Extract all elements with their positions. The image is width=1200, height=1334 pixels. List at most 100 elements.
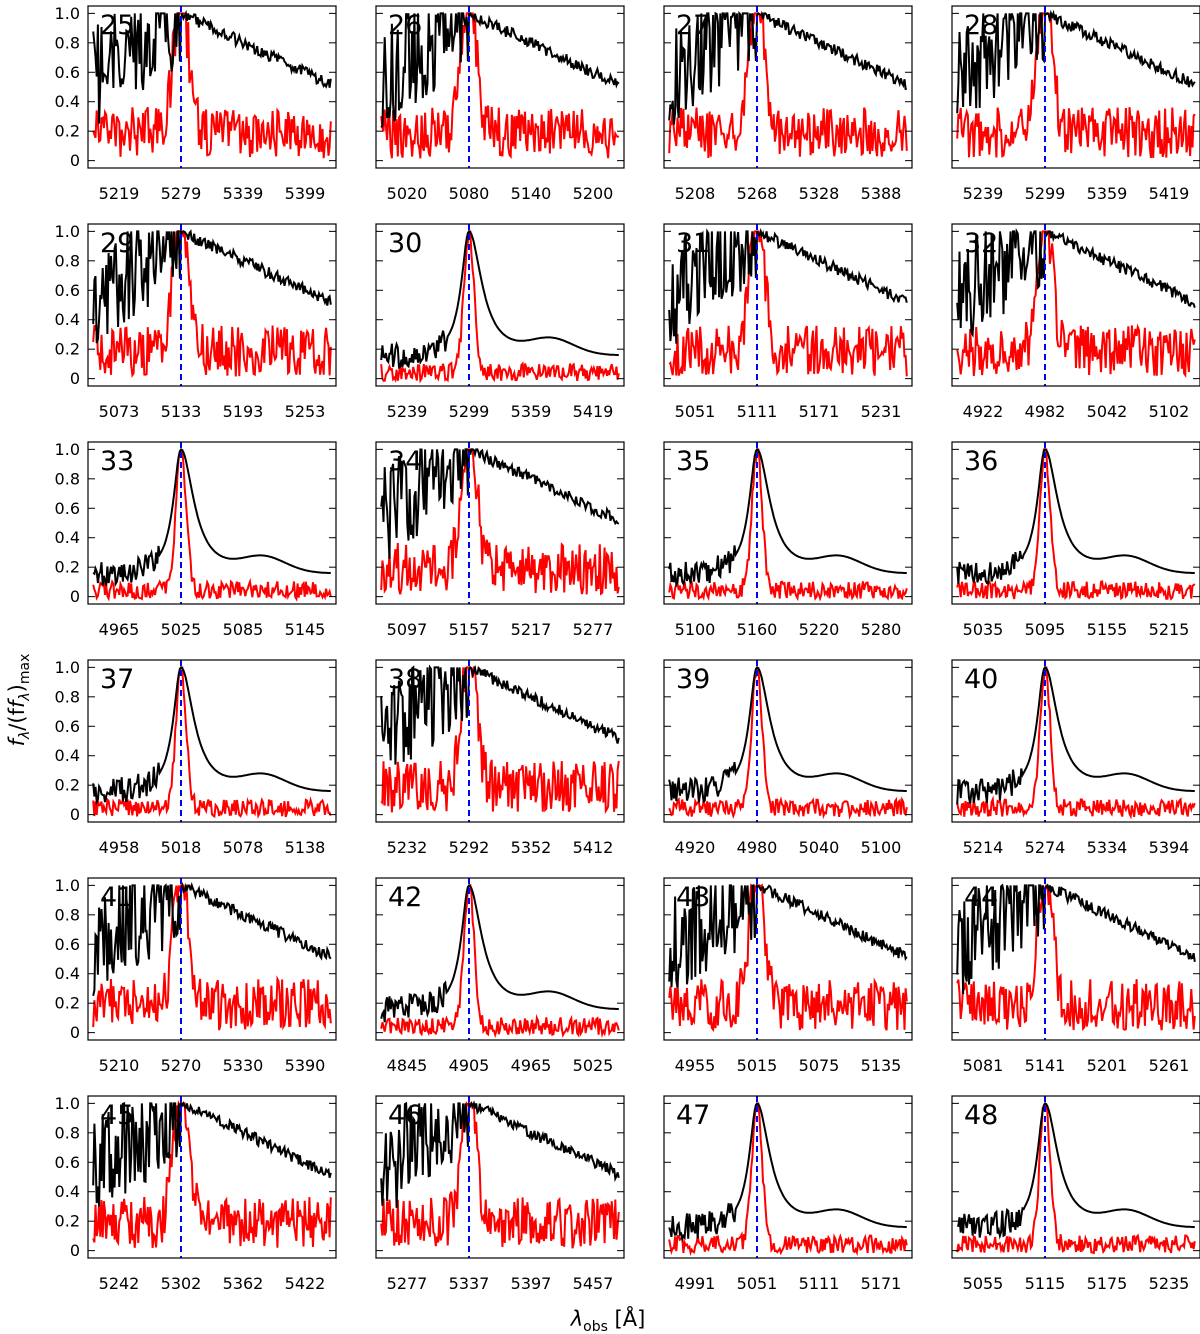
black-spectrum-47 [668, 1102, 907, 1243]
panel-frame-42 [375, 877, 625, 1041]
panel-38: 5232 5292 5352 5412 38 [375, 659, 625, 857]
xtick-label: 5135 [861, 1056, 902, 1075]
red-spectrum-45 [92, 1099, 332, 1248]
panel-frame-44 [951, 877, 1200, 1041]
xtick-label: 5160 [737, 620, 778, 639]
panel-frame-43 [663, 877, 913, 1041]
black-spectrum-41 [92, 881, 332, 997]
xtick-label: 5394 [1149, 838, 1190, 857]
black-spectrum-37 [92, 666, 331, 806]
xtick-label: 5457 [573, 1274, 614, 1293]
xtick-label: 5419 [1149, 184, 1190, 203]
y-axis-title: fλ/(ffλ)max [5, 654, 33, 747]
panel-number-33: 33 [100, 446, 134, 477]
xtick-label: 5253 [285, 402, 326, 421]
xtick-label: 5419 [573, 402, 614, 421]
ytick-label: 0.2 [55, 558, 80, 577]
xtick-label: 5352 [511, 838, 552, 857]
xtick-label: 5138 [285, 838, 326, 857]
xtick-label: 5171 [861, 1274, 902, 1293]
ytick-label: 0.4 [55, 528, 80, 547]
black-spectrum-43 [668, 883, 908, 988]
panel-number-48: 48 [964, 1100, 998, 1131]
xtick-label: 5081 [963, 1056, 1004, 1075]
red-spectrum-25 [92, 12, 332, 159]
xtick-label: 5157 [449, 620, 490, 639]
xtick-label: 5270 [161, 1056, 202, 1075]
panel-frame-29 [87, 223, 337, 387]
xtick-label: 5328 [799, 184, 840, 203]
red-spectrum-26 [380, 12, 620, 160]
ytick-label: 0 [70, 805, 80, 824]
ytick-label: 1.0 [55, 658, 80, 677]
black-spectrum-30 [380, 230, 619, 369]
xtick-label: 5015 [737, 1056, 778, 1075]
black-spectrum-35 [668, 448, 907, 588]
xtick-label: 5261 [1149, 1056, 1190, 1075]
panel-48: 5055 5115 5175 5235 48 [951, 1095, 1200, 1293]
xtick-label: 5141 [1025, 1056, 1066, 1075]
panel-frame-31 [663, 223, 913, 387]
panel-30: 5239 5299 5359 5419 30 [375, 223, 625, 421]
panel-25: 0 0.2 0.4 0.6 0.8 1.0 5219 5279 5339 5399 25 [55, 4, 337, 203]
xtick-label: 5155 [1087, 620, 1128, 639]
panel-frame-39 [663, 659, 913, 823]
ytick-label: 0.2 [55, 776, 80, 795]
xtick-label: 5359 [511, 402, 552, 421]
xtick-label: 5362 [223, 1274, 264, 1293]
ytick-label: 0.6 [55, 717, 80, 736]
xtick-label: 4845 [387, 1056, 428, 1075]
red-spectrum-39 [668, 667, 908, 820]
panel-number-32: 32 [964, 228, 998, 259]
panel-41: 0 0.2 0.4 0.6 0.8 1.0 5210 5270 5330 5390 41 [55, 876, 337, 1075]
ytick-label: 0.2 [55, 340, 80, 359]
black-spectrum-45 [92, 1099, 332, 1207]
panel-number-31: 31 [676, 228, 710, 259]
xtick-label: 4958 [99, 838, 140, 857]
panel-number-25: 25 [100, 10, 134, 41]
ytick-label: 0.8 [55, 905, 80, 924]
xtick-label: 5268 [737, 184, 778, 203]
red-spectrum-34 [380, 448, 620, 596]
ytick-label: 0.4 [55, 310, 80, 329]
panel-frame-34 [375, 441, 625, 605]
ytick-label: 0.8 [55, 33, 80, 52]
panel-frame-40 [951, 659, 1200, 823]
panel-29: 0 0.2 0.4 0.6 0.8 1.0 5073 5133 5193 5253 29 [55, 222, 337, 421]
y-axis-title-end: ) [5, 684, 29, 692]
red-spectrum-38 [380, 666, 620, 815]
xtick-label: 5334 [1087, 838, 1128, 857]
red-spectrum-40 [956, 666, 1196, 820]
xtick-label: 4965 [511, 1056, 552, 1075]
black-spectrum-29 [92, 228, 332, 344]
xtick-label: 5115 [1025, 1274, 1066, 1293]
red-spectrum-48 [956, 1103, 1196, 1255]
xtick-label: 5095 [1025, 620, 1066, 639]
ytick-label: 0.8 [55, 469, 80, 488]
xtick-label: 5040 [799, 838, 840, 857]
panel-40: 5214 5274 5334 5394 40 [951, 659, 1200, 857]
xtick-label: 5171 [799, 402, 840, 421]
panel-number-27: 27 [676, 10, 710, 41]
xtick-label: 5085 [223, 620, 264, 639]
red-spectrum-46 [380, 1101, 620, 1249]
xtick-label: 5051 [675, 402, 716, 421]
panel-frame-36 [951, 441, 1200, 605]
red-spectrum-30 [380, 230, 620, 384]
xtick-label: 4905 [449, 1056, 490, 1075]
xtick-label: 4982 [1025, 402, 1066, 421]
ytick-label: 0 [70, 1023, 80, 1042]
xtick-label: 5078 [223, 838, 264, 857]
panel-frame-26 [375, 5, 625, 169]
panel-number-37: 37 [100, 664, 134, 695]
panel-number-34: 34 [388, 446, 422, 477]
panel-42: 4845 4905 4965 5025 42 [375, 877, 625, 1075]
xtick-label: 4955 [675, 1056, 716, 1075]
y-axis-title-mid: /(f [5, 707, 29, 730]
xtick-label: 5111 [799, 1274, 840, 1293]
xtick-label: 4922 [963, 402, 1004, 421]
panel-26: 5020 5080 5140 5200 26 [375, 5, 625, 203]
panel-33: 0 0.2 0.4 0.6 0.8 1.0 4965 5025 5085 5145 33 [55, 440, 337, 639]
panel-number-44: 44 [964, 882, 998, 913]
